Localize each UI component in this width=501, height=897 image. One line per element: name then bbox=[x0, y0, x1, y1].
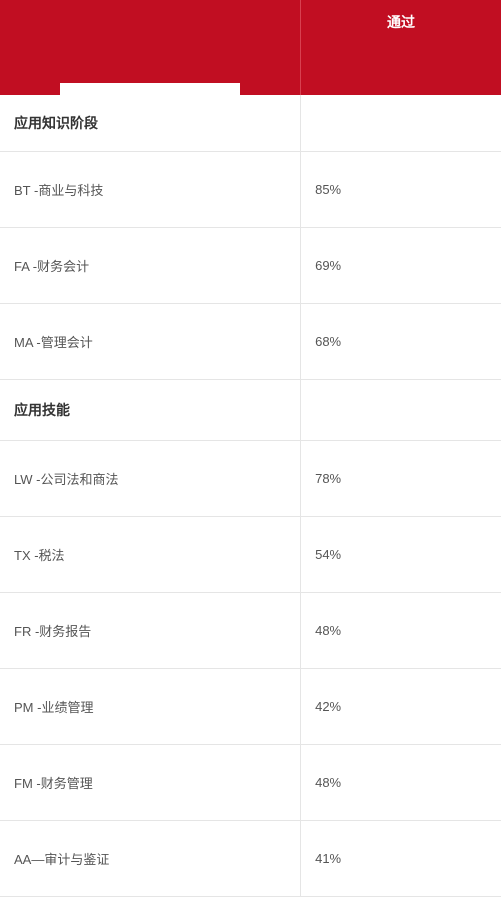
table-row: LW -公司法和商法78% bbox=[0, 441, 501, 517]
table-row: BT -商业与科技85% bbox=[0, 152, 501, 228]
table-row: AA—审计与鉴证41% bbox=[0, 821, 501, 897]
row-label: TX -税法 bbox=[0, 517, 301, 593]
table-row: FA -财务会计69% bbox=[0, 228, 501, 304]
row-label: MA -管理会计 bbox=[0, 304, 301, 380]
pass-rate-table: 通过 应用知识阶段BT -商业与科技85%FA -财务会计69%MA -管理会计… bbox=[0, 0, 501, 897]
section-row: 应用技能 bbox=[0, 380, 501, 441]
table-row: FR -财务报告48% bbox=[0, 593, 501, 669]
table-header-row: 通过 bbox=[0, 0, 501, 95]
row-value: 85% bbox=[301, 152, 501, 228]
section-label: 应用知识阶段 bbox=[0, 95, 301, 152]
row-label: BT -商业与科技 bbox=[0, 152, 301, 228]
row-value: 69% bbox=[301, 228, 501, 304]
section-label: 应用技能 bbox=[0, 380, 301, 441]
row-value: 54% bbox=[301, 517, 501, 593]
row-label: AA—审计与鉴证 bbox=[0, 821, 301, 897]
row-label: FM -财务管理 bbox=[0, 745, 301, 821]
header-cell-pass: 通过 bbox=[301, 0, 501, 95]
header-cell-empty bbox=[0, 0, 301, 95]
row-value: 42% bbox=[301, 669, 501, 745]
table-body: 应用知识阶段BT -商业与科技85%FA -财务会计69%MA -管理会计68%… bbox=[0, 95, 501, 897]
header-notch bbox=[60, 83, 240, 95]
row-value: 48% bbox=[301, 745, 501, 821]
row-label: PM -业绩管理 bbox=[0, 669, 301, 745]
section-empty-cell bbox=[301, 95, 501, 152]
table-row: PM -业绩管理42% bbox=[0, 669, 501, 745]
section-row: 应用知识阶段 bbox=[0, 95, 501, 152]
row-label: FR -财务报告 bbox=[0, 593, 301, 669]
table-row: TX -税法54% bbox=[0, 517, 501, 593]
row-value: 68% bbox=[301, 304, 501, 380]
row-label: LW -公司法和商法 bbox=[0, 441, 301, 517]
row-value: 41% bbox=[301, 821, 501, 897]
table-row: MA -管理会计68% bbox=[0, 304, 501, 380]
table-row: FM -财务管理48% bbox=[0, 745, 501, 821]
section-empty-cell bbox=[301, 380, 501, 441]
row-value: 78% bbox=[301, 441, 501, 517]
row-value: 48% bbox=[301, 593, 501, 669]
row-label: FA -财务会计 bbox=[0, 228, 301, 304]
